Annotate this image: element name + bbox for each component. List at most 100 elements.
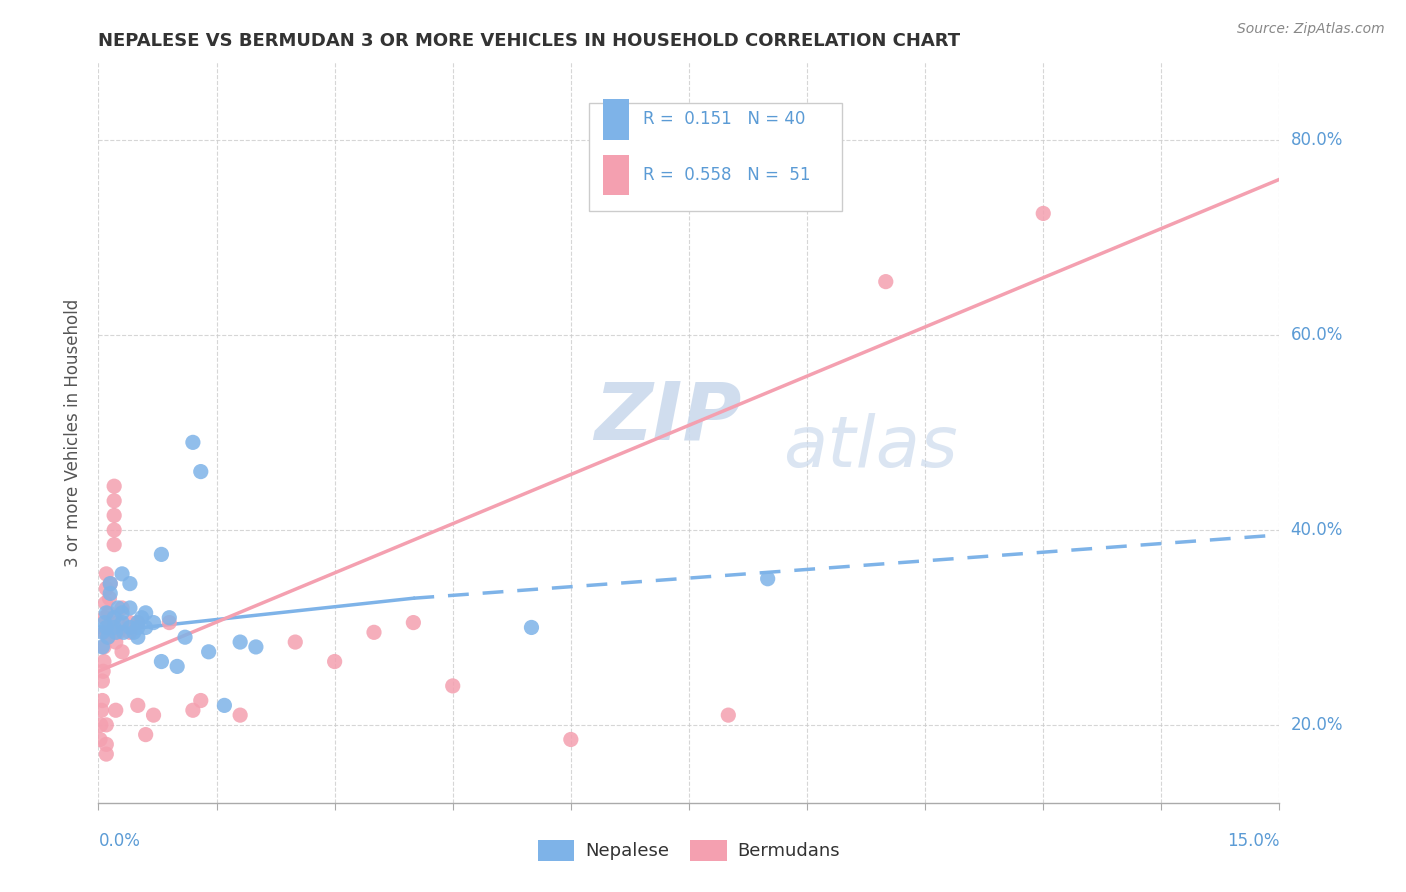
FancyBboxPatch shape (603, 155, 628, 195)
Point (96, 566, 118, 581)
Point (103, 620, 125, 634)
Text: NEPALESE VS BERMUDAN 3 OR MORE VEHICLES IN HOUSEHOLD CORRELATION CHART: NEPALESE VS BERMUDAN 3 OR MORE VEHICLES … (98, 32, 960, 50)
Point (118, 625, 141, 640)
FancyBboxPatch shape (603, 99, 628, 140)
Text: 15.0%: 15.0% (1227, 832, 1279, 850)
Point (181, 435, 204, 450)
Point (127, 615, 149, 630)
Point (118, 576, 141, 591)
Point (118, 615, 141, 630)
Point (96, 718, 118, 732)
Point (111, 606, 134, 620)
Point (875, 275, 897, 289)
Point (111, 615, 134, 630)
Point (107, 615, 129, 630)
Point (104, 625, 127, 640)
Point (323, 655, 346, 669)
Point (135, 620, 157, 634)
Point (135, 728, 157, 742)
Point (90, 718, 112, 732)
Point (103, 538, 125, 552)
Point (89, 732, 111, 747)
Point (91, 625, 114, 640)
Text: 60.0%: 60.0% (1291, 326, 1343, 344)
Point (560, 732, 582, 747)
Point (756, 572, 779, 586)
Point (150, 655, 173, 669)
Point (181, 703, 204, 717)
Point (94, 596, 117, 610)
Point (717, 708, 740, 723)
Point (103, 610, 125, 624)
Point (174, 630, 197, 644)
Text: R =  0.558   N =  51: R = 0.558 N = 51 (643, 166, 810, 184)
Point (441, 679, 464, 693)
Point (96, 747, 118, 761)
Point (363, 625, 385, 640)
Point (103, 493, 125, 508)
Point (97, 606, 120, 620)
Point (157, 610, 180, 624)
Point (157, 615, 180, 630)
Point (197, 645, 219, 659)
Point (98, 586, 121, 600)
Text: 0.0%: 0.0% (98, 832, 141, 850)
Point (127, 615, 149, 630)
Point (142, 708, 165, 723)
Point (96, 606, 118, 620)
Point (112, 625, 135, 640)
Point (135, 606, 157, 620)
Text: 40.0%: 40.0% (1291, 521, 1343, 539)
Point (93, 655, 115, 669)
Text: 20.0%: 20.0% (1291, 716, 1343, 734)
Point (122, 625, 145, 640)
Point (97, 630, 120, 644)
Text: Source: ZipAtlas.com: Source: ZipAtlas.com (1237, 22, 1385, 37)
Text: atlas: atlas (783, 413, 957, 482)
Point (127, 630, 149, 644)
Point (127, 698, 149, 713)
Point (107, 601, 129, 615)
Point (111, 601, 134, 615)
Point (284, 635, 307, 649)
Point (93, 625, 115, 640)
Point (91, 673, 114, 688)
Y-axis label: 3 or more Vehicles in Household: 3 or more Vehicles in Household (65, 299, 83, 566)
Point (131, 610, 153, 624)
Point (104, 703, 127, 717)
FancyBboxPatch shape (589, 103, 842, 211)
Point (150, 548, 173, 562)
Point (111, 566, 134, 581)
Point (91, 693, 114, 707)
Point (402, 615, 425, 630)
Point (104, 635, 127, 649)
Point (245, 640, 267, 654)
Point (103, 523, 125, 537)
Point (166, 659, 188, 673)
Point (103, 479, 125, 493)
Point (214, 698, 236, 713)
Point (97, 630, 120, 644)
Point (520, 620, 543, 634)
Point (97, 620, 120, 634)
Point (190, 465, 212, 479)
Legend: Nepalese, Bermudans: Nepalese, Bermudans (530, 832, 848, 868)
Point (96, 582, 118, 596)
Point (229, 635, 252, 649)
Point (103, 508, 125, 523)
Point (91, 640, 114, 654)
Point (111, 645, 134, 659)
Point (118, 620, 141, 634)
Point (96, 737, 118, 751)
Point (93, 610, 115, 624)
Point (93, 615, 115, 630)
Text: ZIP: ZIP (595, 379, 742, 457)
Point (229, 708, 252, 723)
Point (93, 640, 115, 654)
Text: 80.0%: 80.0% (1291, 131, 1343, 149)
Point (98, 576, 121, 591)
Point (96, 620, 118, 634)
Point (1032, 206, 1054, 220)
Point (91, 665, 114, 679)
Point (98, 576, 121, 591)
